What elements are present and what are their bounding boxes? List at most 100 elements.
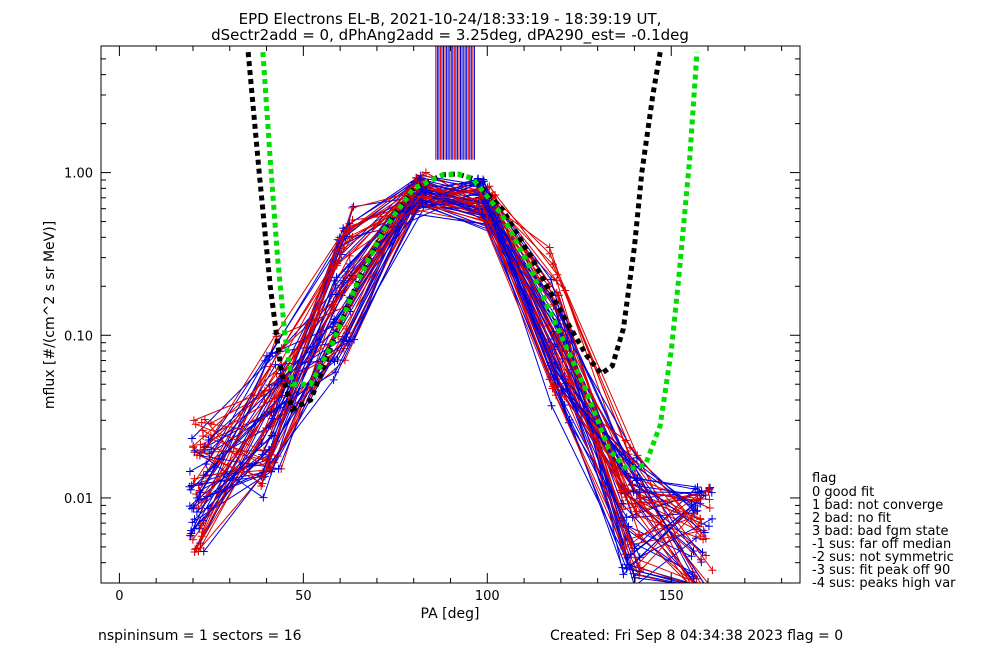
data-point (621, 436, 630, 445)
data-point (330, 276, 339, 285)
data-point (696, 584, 704, 592)
data-point (707, 488, 716, 497)
data-point (707, 584, 715, 592)
legend-entry-1: 1 bad: not converge (812, 498, 943, 513)
x-tick-label-0: 0 (115, 589, 123, 604)
data-point (199, 471, 208, 480)
data-point (329, 318, 338, 327)
data-point (199, 445, 208, 454)
data-point (331, 290, 340, 299)
data-point (691, 534, 700, 543)
chart-subtitle: dSectr2add = 0, dPhAng2add = 3.25deg, dP… (211, 26, 689, 45)
data-point (474, 204, 483, 213)
data-point (207, 445, 216, 454)
data-point (545, 249, 554, 258)
data-point (266, 465, 275, 474)
x-tick-label-1: 50 (295, 589, 312, 604)
data-point (479, 177, 488, 186)
data-point (189, 443, 198, 452)
data-point (422, 186, 431, 195)
data-point (687, 500, 696, 509)
data-point (198, 426, 207, 435)
y-tick-label-2: 1.00 (64, 167, 93, 182)
data-point (689, 573, 698, 582)
y-axis-label: mflux [#/(cm^2 s sr MeV)] (42, 221, 58, 409)
data-point (341, 271, 350, 280)
data-point (635, 563, 644, 572)
data-point (699, 526, 708, 535)
data-point (549, 380, 558, 389)
data-curves (185, 46, 717, 592)
data-point (564, 375, 573, 384)
legend-entry-6: -3 sus: fit peak off 90 (812, 563, 950, 578)
data-point (548, 260, 557, 269)
data-point (267, 431, 276, 440)
legend-entry-2: 2 bad: no fit (812, 511, 891, 526)
data-point (186, 531, 195, 540)
data-point (202, 460, 211, 469)
data-point (691, 502, 700, 511)
data-line (197, 192, 702, 561)
data-point (689, 547, 698, 556)
data-point (554, 291, 563, 300)
data-point (703, 584, 711, 592)
legend-entry-7: -4 sus: peaks high var (812, 576, 956, 591)
data-point (619, 570, 628, 579)
data-point (333, 235, 342, 244)
data-point (188, 535, 197, 544)
data-point (328, 300, 337, 309)
data-point (271, 360, 280, 369)
data-point (636, 492, 645, 501)
data-line (204, 212, 703, 553)
data-point (344, 337, 353, 346)
data-point (629, 487, 638, 496)
data-point (190, 515, 199, 524)
data-point (329, 375, 338, 384)
data-line (194, 180, 712, 499)
data-point (187, 434, 196, 443)
data-point (547, 401, 556, 410)
data-point (618, 563, 627, 572)
data-point (261, 356, 270, 365)
data-point (695, 584, 703, 592)
data-point (689, 584, 697, 592)
data-point (635, 530, 644, 539)
data-point (703, 584, 711, 592)
data-point (619, 500, 628, 509)
data-point (485, 182, 494, 191)
data-point (186, 485, 195, 494)
data-point (688, 584, 696, 592)
data-point (348, 203, 357, 212)
data-point (277, 391, 286, 400)
data-point (185, 467, 194, 476)
chart-title: EPD Electrons EL-B, 2021-10-24/18:33:19 … (239, 10, 662, 28)
data-point (704, 522, 713, 531)
data-point (475, 203, 484, 212)
data-point (705, 584, 713, 592)
data-point (416, 173, 425, 182)
data-point (708, 584, 716, 592)
data-line (201, 192, 704, 540)
data-point (631, 573, 640, 582)
data-point (708, 566, 717, 575)
legend-title: flag (812, 471, 836, 486)
data-point (196, 440, 205, 449)
data-point (618, 505, 627, 514)
data-point (619, 544, 628, 553)
data-point (192, 507, 201, 516)
data-point (704, 487, 713, 496)
data-line (203, 203, 707, 539)
legend-entry-3: 3 bad: bad fgm state (812, 524, 949, 539)
data-point (191, 420, 200, 429)
x-tick-label-2: 100 (475, 589, 500, 604)
data-point (194, 496, 203, 505)
x-axis-label: PA [deg] (421, 606, 480, 622)
data-point (697, 519, 706, 528)
data-line (192, 195, 702, 524)
data-point (696, 514, 705, 523)
data-point (687, 552, 696, 561)
data-point (696, 584, 704, 592)
data-point (192, 490, 201, 499)
data-point (705, 504, 714, 513)
